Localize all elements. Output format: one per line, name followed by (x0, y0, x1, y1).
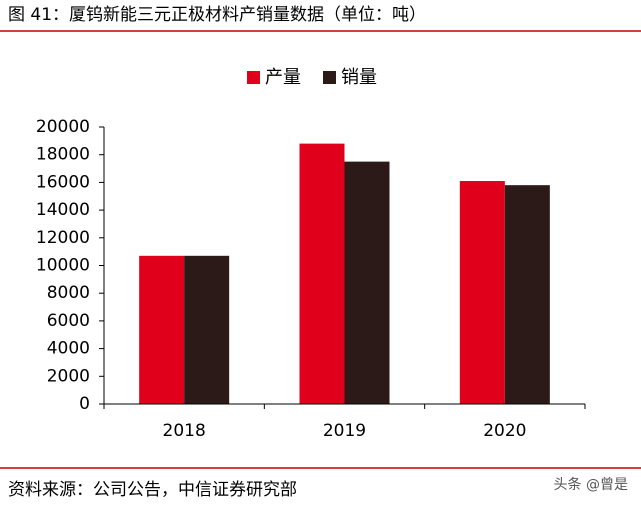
bar (459, 181, 505, 404)
y-tick-label: 10000 (36, 256, 90, 276)
bar (184, 255, 230, 404)
y-tick-label: 18000 (36, 145, 90, 165)
x-tick-label: 2020 (483, 421, 526, 441)
y-tick-label: 0 (79, 394, 90, 414)
source: 资料来源：公司公告，中信证券研究部 (8, 480, 297, 500)
y-tick-label: 12000 (36, 228, 90, 248)
bar (139, 255, 185, 404)
bar (344, 161, 390, 404)
bar (299, 143, 345, 404)
legend-label: 产量 (265, 67, 301, 88)
legend-swatch (323, 71, 336, 84)
legend-label: 销量 (341, 67, 377, 88)
y-tick-label: 14000 (36, 200, 90, 220)
y-tick-label: 6000 (47, 311, 90, 331)
watermark: 头条 @曾是 (554, 476, 628, 493)
chart-title: 图 41：厦钨新能三元正极材料产销量数据（单位：吨） (8, 5, 426, 25)
x-tick-label: 2018 (163, 421, 206, 441)
bar (504, 185, 550, 404)
y-tick-label: 20000 (36, 117, 90, 137)
y-tick-label: 2000 (47, 366, 90, 386)
x-tick-label: 2019 (323, 421, 366, 441)
y-tick-label: 8000 (47, 283, 90, 303)
y-tick-label: 4000 (47, 339, 90, 359)
y-tick-label: 16000 (36, 172, 90, 192)
legend-swatch (247, 71, 260, 84)
